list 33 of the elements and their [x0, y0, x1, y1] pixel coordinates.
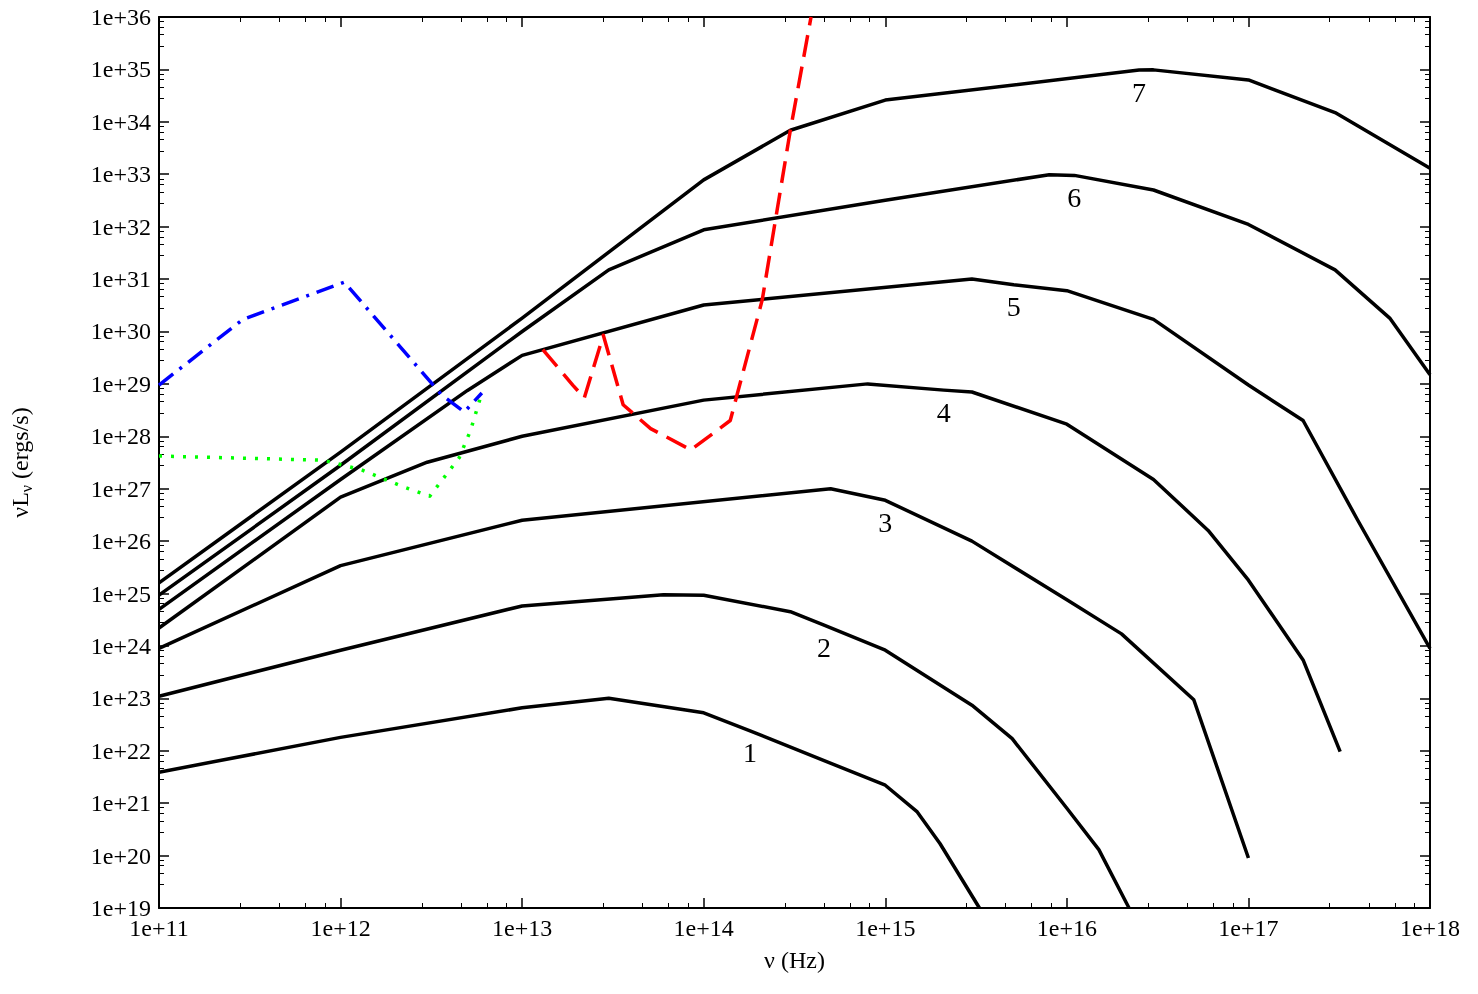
- y-tick-label: 1e+26: [90, 528, 151, 555]
- y-tick-label: 1e+36: [90, 4, 151, 30]
- y-tick-label: 1e+23: [90, 685, 151, 712]
- y-tick-label: 1e+25: [90, 580, 151, 607]
- y-tick-label: 1e+28: [90, 423, 151, 450]
- x-tick-label: 1e+18: [1399, 915, 1461, 941]
- annotation: 2: [817, 631, 832, 663]
- x-axis-title: ν (Hz): [764, 947, 825, 973]
- x-tick-label: 1e+16: [1036, 915, 1097, 941]
- x-tick-label: 1e+14: [673, 915, 734, 941]
- annotation: 3: [878, 506, 893, 538]
- annotation: 4: [936, 396, 951, 428]
- y-tick-label: 1e+27: [90, 475, 151, 502]
- annotation: 1: [743, 737, 758, 769]
- y-tick-label: 1e+30: [90, 318, 151, 345]
- y-tick-label: 1e+34: [90, 108, 151, 135]
- x-tick-label: 1e+12: [310, 915, 371, 941]
- y-axis-title: νLν (ergs/s): [7, 407, 35, 518]
- y-tick-label: 1e+32: [90, 213, 151, 240]
- annotation: 5: [1006, 291, 1021, 323]
- annotation: 7: [1132, 76, 1147, 108]
- y-tick-label: 1e+22: [90, 737, 151, 764]
- x-tick-label: 1e+13: [492, 915, 553, 941]
- y-tick-label: 1e+35: [90, 56, 151, 83]
- y-tick-label: 1e+31: [90, 266, 151, 293]
- x-tick-label: 1e+15: [855, 915, 916, 941]
- y-tick-label: 1e+20: [90, 842, 151, 869]
- y-tick-label: 1e+21: [90, 790, 151, 817]
- x-tick-label: 1e+17: [1218, 915, 1279, 941]
- y-tick-label: 1e+33: [90, 161, 151, 188]
- y-tick-label: 1e+29: [90, 370, 151, 397]
- annotation: 6: [1067, 181, 1082, 213]
- y-tick-label: 1e+24: [90, 632, 151, 659]
